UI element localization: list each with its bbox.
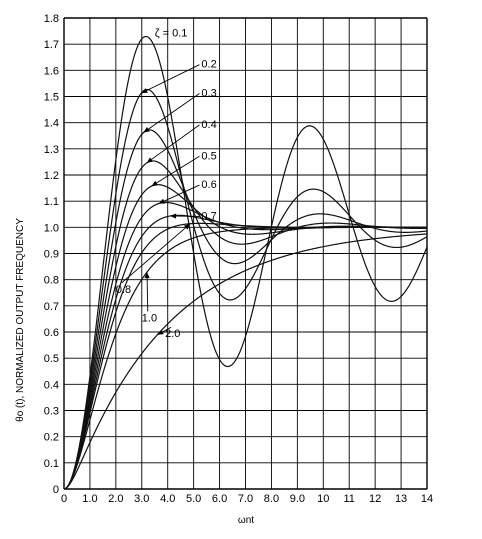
curve-label: 0.3 [201, 88, 216, 100]
y-tick-label: 0 [53, 484, 59, 496]
y-tick-label: 1.3 [44, 144, 59, 156]
y-tick-label: 0.8 [44, 275, 59, 287]
x-tick-label: 4.0 [160, 493, 175, 505]
curve-label: ζ = 0.1 [155, 27, 188, 39]
response-curves [63, 35, 428, 490]
curve-zeta-1 [63, 226, 427, 490]
label-leader-line [121, 223, 191, 284]
y-tick-label: 1.5 [44, 92, 59, 104]
y-tick-label: 0.3 [44, 406, 59, 418]
y-tick-label: 1.1 [44, 196, 59, 208]
y-tick-label: 1.8 [44, 13, 59, 25]
y-axis-label: θo (t), NORMALIZED OUTPUT FREQUENCY [15, 218, 26, 422]
y-tick-label: 1.2 [44, 170, 59, 182]
y-tick-label: 1.4 [44, 118, 59, 130]
x-tick-label: 11 [344, 493, 355, 505]
x-tick-label: 9.0 [290, 493, 305, 505]
curve-zeta-0-5 [63, 184, 427, 490]
x-tick-label: 5.0 [186, 493, 201, 505]
y-tick-label: 1.0 [44, 222, 59, 234]
x-tick-labels: 0 1.0 2.0 3.0 4.0 5.0 6.0 7.0 8.0 9.0 10 11 12 13 14 [61, 493, 433, 505]
x-tick-label: 12 [369, 493, 381, 505]
x-tick-label: 6.0 [212, 493, 227, 505]
curve-label: 0.6 [201, 179, 216, 191]
label-arrowhead [141, 88, 148, 94]
x-tick-label: 7.0 [238, 493, 253, 505]
x-axis-label: ωnt [238, 515, 254, 526]
label-arrowhead [184, 223, 191, 230]
label-leader-line [158, 184, 200, 204]
y-tick-label: 1.6 [44, 65, 59, 77]
curve-zeta-0-1 [63, 35, 428, 490]
x-tick-label: 2.0 [108, 493, 123, 505]
curve-label: 0.8 [116, 284, 131, 296]
curve-label: 0.5 [201, 150, 216, 162]
label-arrowhead [158, 198, 166, 204]
label-arrowhead [143, 127, 150, 133]
label-leader-line [143, 93, 200, 133]
curve-label: 0.4 [201, 119, 216, 131]
curve-zeta-0-4 [63, 160, 427, 490]
y-tick-labels: 0 0.1 0.2 0.3 0.4 0.5 0.6 0.7 0.8 0.9 1.0 1.1 1.2 1.3… [44, 13, 59, 496]
curve-annotations: ζ = 0.1 0.2 0.3 0.4 0.5 0.6 0.7 0.8 1.0 2.0 [116, 27, 217, 340]
x-tick-label: 10 [317, 493, 329, 505]
y-tick-label: 0.6 [44, 327, 59, 339]
label-arrowhead [146, 157, 154, 163]
label-leader-line [151, 155, 200, 187]
curve-zeta-2 [63, 233, 428, 490]
curve-label: 2.0 [165, 328, 180, 340]
x-tick-label: 8.0 [264, 493, 279, 505]
label-arrowhead [157, 329, 164, 335]
curve-label: 1.0 [142, 313, 157, 325]
y-tick-label: 0.4 [44, 379, 59, 391]
y-tick-label: 0.1 [44, 458, 59, 470]
label-arrowhead [170, 213, 177, 219]
label-arrowhead [144, 272, 150, 279]
y-tick-label: 1.7 [44, 39, 59, 51]
x-tick-label: 13 [395, 493, 407, 505]
x-tick-label: 0 [61, 493, 67, 505]
curve-label: 0.7 [201, 210, 216, 222]
y-tick-label: 0.5 [44, 353, 59, 365]
label-leader-line [146, 272, 149, 312]
label-arrowhead [151, 180, 158, 187]
y-tick-label: 0.2 [44, 432, 59, 444]
y-tick-label: 0.7 [44, 301, 59, 313]
curve-zeta-0-2 [63, 88, 428, 490]
x-tick-label: 14 [421, 493, 433, 505]
y-tick-label: 0.9 [44, 249, 59, 261]
x-tick-label: 1.0 [82, 493, 97, 505]
label-leader-line [146, 124, 200, 164]
curve-label: 0.2 [201, 59, 216, 71]
label-leader-line [141, 64, 200, 94]
grid [63, 17, 428, 490]
x-tick-label: 3.0 [134, 493, 149, 505]
